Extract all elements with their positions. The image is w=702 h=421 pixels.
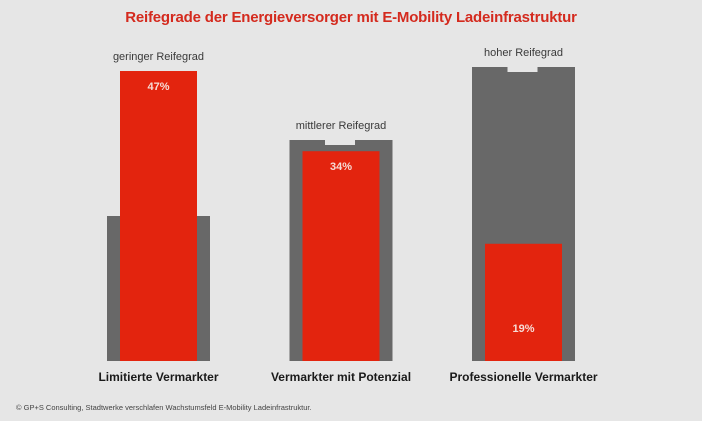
bar	[302, 151, 380, 361]
category-label: Vermarkter mit Potenzial	[271, 370, 411, 384]
maturity-label: mittlerer Reifegrad	[296, 120, 386, 132]
maturity-label: hoher Reifegrad	[484, 47, 563, 59]
bar	[485, 243, 562, 361]
data-label: 47%	[147, 81, 169, 93]
footer-source: © GP+S Consulting, Stadtwerke verschlafe…	[16, 403, 312, 412]
bar	[120, 71, 197, 361]
category-label: Limitierte Vermarkter	[98, 370, 218, 384]
maturity-label: geringer Reifegrad	[113, 51, 204, 63]
data-label: 34%	[330, 161, 352, 173]
chart-title: Reifegrade der Energieversorger mit E-Mo…	[125, 9, 577, 26]
data-label: 19%	[512, 323, 534, 335]
category-label: Professionelle Vermarkter	[449, 370, 597, 384]
